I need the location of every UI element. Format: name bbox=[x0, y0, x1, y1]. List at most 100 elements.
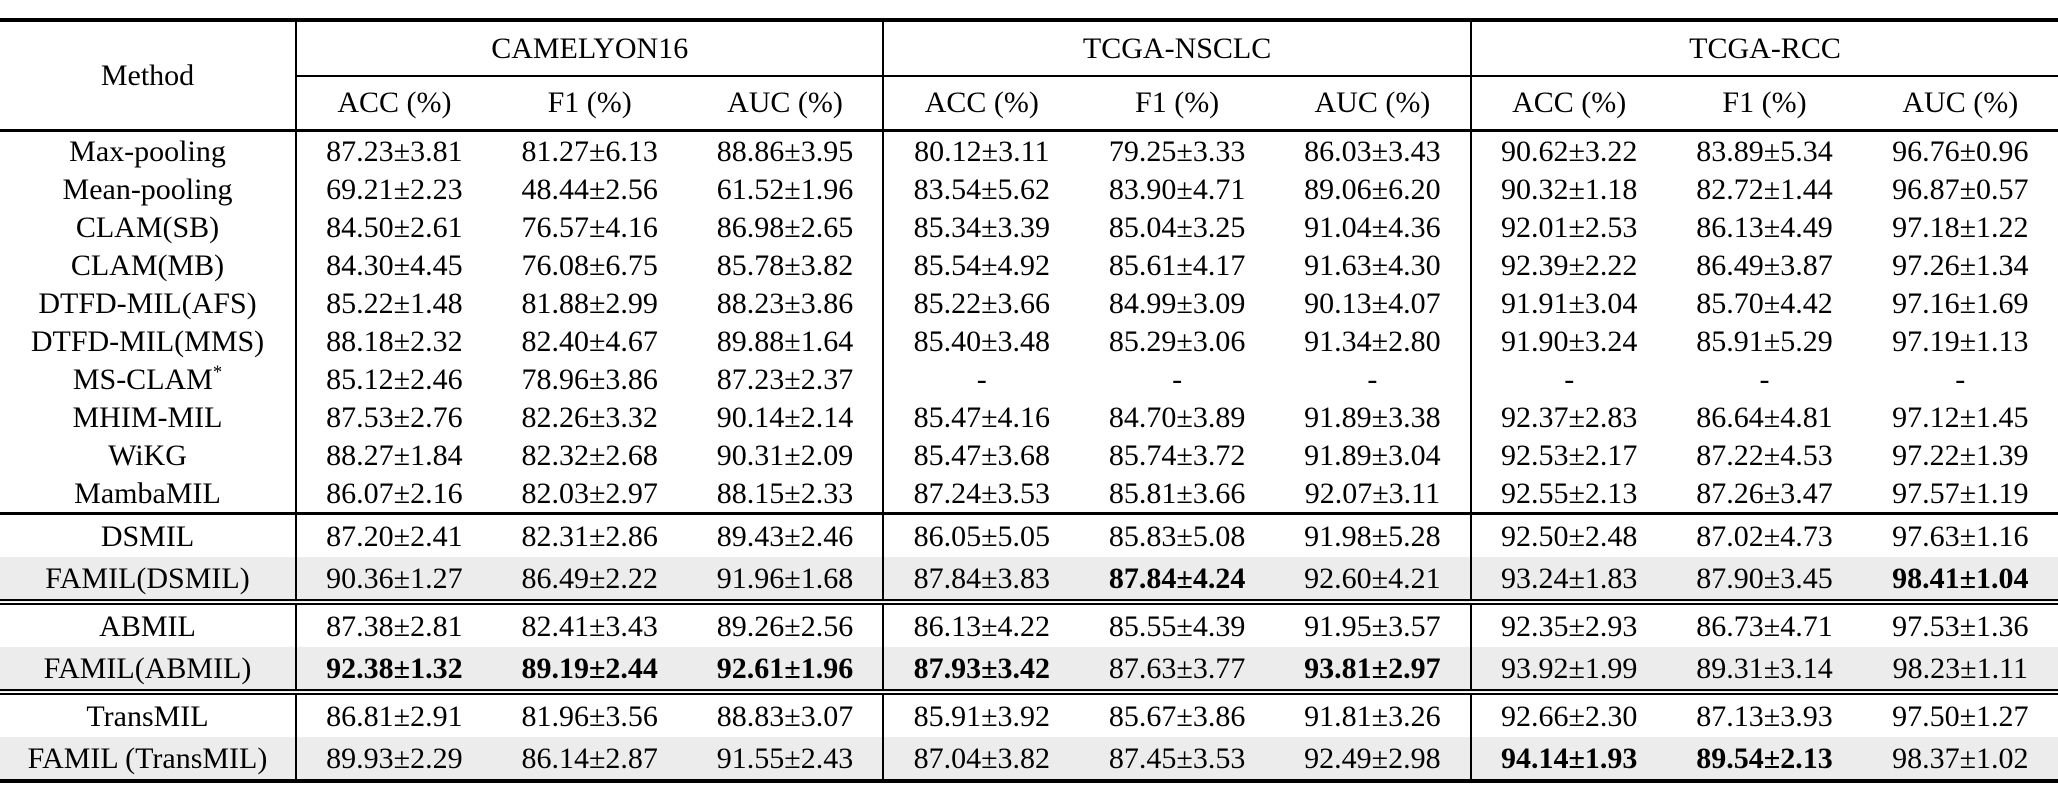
value-cell: 92.39±2.22 bbox=[1500, 248, 1638, 282]
method-name: MambaMIL bbox=[0, 474, 297, 514]
value-cell: 69.21±2.23 bbox=[326, 172, 463, 206]
table-row: FAMIL(ABMIL) 92.38±1.32 89.19±2.44 92.61±1.… bbox=[0, 647, 2058, 692]
method-name: WiKG bbox=[0, 436, 297, 474]
value-cell: 84.30±4.45 bbox=[326, 248, 463, 282]
value-cell: 87.13±3.93 bbox=[1666, 689, 1863, 737]
col-header-auc: AUC (%) bbox=[1275, 76, 1472, 132]
value-cell: 86.73±4.71 bbox=[1666, 599, 1863, 647]
value-cell: 85.22±3.66 bbox=[913, 286, 1051, 320]
value-cell: 85.04±3.25 bbox=[1108, 210, 1246, 244]
value-cell: 89.43±2.46 bbox=[687, 512, 885, 557]
value-cell: 85.34±3.39 bbox=[913, 210, 1051, 244]
value-cell: 92.50±2.48 bbox=[1470, 512, 1667, 557]
value-cell: 90.13±4.07 bbox=[1275, 284, 1472, 322]
value-cell: 97.53±1.36 bbox=[1862, 599, 2058, 647]
value-cell: 98.41±1.04 bbox=[1862, 557, 2058, 602]
value-cell: 86.07±2.16 bbox=[326, 476, 463, 510]
method-name: FAMIL(DSMIL) bbox=[0, 557, 297, 602]
value-cell: 88.23±3.86 bbox=[687, 284, 885, 322]
value-cell: 87.84±4.24 bbox=[1079, 557, 1275, 602]
value-cell: 98.23±1.11 bbox=[1862, 647, 2058, 692]
col-header-acc: ACC (%) bbox=[1470, 76, 1667, 132]
value-cell: 91.98±5.28 bbox=[1275, 512, 1472, 557]
value-cell: 86.14±2.87 bbox=[491, 737, 688, 781]
value-cell: 76.08±6.75 bbox=[521, 248, 658, 282]
value-cell: 76.57±4.16 bbox=[521, 210, 658, 244]
value-cell: 91.91±3.04 bbox=[1500, 286, 1638, 320]
value-cell: 87.23±2.37 bbox=[687, 360, 885, 398]
method-name: MHIM-MIL bbox=[0, 398, 297, 436]
value-cell: 89.26±2.56 bbox=[687, 599, 885, 647]
results-table: Method CAMELYON16 TCGA-NSCLC TCGA-RCC AC… bbox=[0, 18, 2058, 783]
value-cell: 79.25±3.33 bbox=[1108, 134, 1246, 168]
value-cell: 81.27±6.13 bbox=[521, 134, 658, 168]
method-name: CLAM(MB) bbox=[0, 246, 297, 284]
value-cell: 84.50±2.61 bbox=[326, 210, 463, 244]
value-cell: 87.02±4.73 bbox=[1666, 512, 1863, 557]
value-cell: 89.88±1.64 bbox=[687, 322, 885, 360]
value-cell: 84.70±3.89 bbox=[1108, 400, 1246, 434]
value-cell: 85.47±3.68 bbox=[913, 438, 1051, 472]
value-cell: 86.13±4.49 bbox=[1696, 210, 1833, 244]
col-header-f1: F1 (%) bbox=[1079, 76, 1275, 132]
value-cell: 91.90±3.24 bbox=[1500, 324, 1638, 358]
method-name: DTFD-MIL(MMS) bbox=[0, 322, 297, 360]
value-cell: 81.88±2.99 bbox=[521, 286, 658, 320]
method-name: DTFD-MIL(AFS) bbox=[0, 284, 297, 322]
method-name: DSMIL bbox=[0, 512, 297, 557]
value-cell: 85.12±2.46 bbox=[326, 362, 463, 396]
value-cell: 91.04±4.36 bbox=[1275, 208, 1472, 246]
value-cell: 97.16±1.69 bbox=[1892, 286, 2029, 320]
value-cell: 82.40±4.67 bbox=[521, 324, 658, 358]
value-cell: 89.93±2.29 bbox=[296, 737, 492, 781]
value-cell: 89.06±6.20 bbox=[1275, 170, 1472, 208]
value-cell: 87.23±3.81 bbox=[326, 134, 463, 168]
col-header-auc: AUC (%) bbox=[687, 76, 885, 132]
table-row: DTFD-MIL(MMS) 88.18±2.32 82.40±4.67 89.88±1… bbox=[0, 322, 2058, 360]
value-cell: - bbox=[1759, 362, 1770, 396]
method-name: Mean-pooling bbox=[0, 170, 297, 208]
value-cell: 86.49±2.22 bbox=[491, 557, 688, 602]
value-cell: - bbox=[1172, 362, 1183, 396]
value-cell: 85.29±3.06 bbox=[1108, 324, 1246, 358]
value-cell: 90.14±2.14 bbox=[687, 398, 885, 436]
value-cell: 93.24±1.83 bbox=[1470, 557, 1667, 602]
value-cell: 93.92±1.99 bbox=[1470, 647, 1667, 692]
value-cell: 97.19±1.13 bbox=[1892, 324, 2029, 358]
table-row: TransMIL 86.81±2.91 81.96±3.56 88.83±3.07 85… bbox=[0, 689, 2058, 737]
value-cell: - bbox=[1955, 362, 1966, 396]
value-cell: 78.96±3.86 bbox=[521, 362, 658, 396]
value-cell: 83.89±5.34 bbox=[1696, 134, 1833, 168]
value-cell: 84.99±3.09 bbox=[1108, 286, 1246, 320]
table-row: MambaMIL 86.07±2.16 82.03±2.97 88.15±2.33 87… bbox=[0, 474, 2058, 514]
value-cell: 92.38±1.32 bbox=[296, 647, 492, 692]
value-cell: 86.49±3.87 bbox=[1696, 248, 1833, 282]
value-cell: 82.32±2.68 bbox=[521, 438, 658, 472]
value-cell: 92.66±2.30 bbox=[1470, 689, 1667, 737]
value-cell: 92.61±1.96 bbox=[687, 647, 885, 692]
value-cell: 87.04±3.82 bbox=[883, 737, 1080, 781]
value-cell: 97.57±1.19 bbox=[1892, 476, 2029, 510]
value-cell: 89.19±2.44 bbox=[491, 647, 688, 692]
value-cell: 94.14±1.93 bbox=[1470, 737, 1667, 781]
value-cell: 87.63±3.77 bbox=[1079, 647, 1275, 692]
value-cell: 91.89±3.04 bbox=[1275, 436, 1472, 474]
value-cell: 91.81±3.26 bbox=[1275, 689, 1472, 737]
value-cell: 93.81±2.97 bbox=[1275, 647, 1472, 692]
value-cell: 83.90±4.71 bbox=[1108, 172, 1246, 206]
table-row: DTFD-MIL(AFS) 85.22±1.48 81.88±2.99 88.23±3… bbox=[0, 284, 2058, 322]
header-group-row: Method CAMELYON16 TCGA-NSCLC TCGA-RCC bbox=[0, 20, 2058, 132]
table-row: MS-CLAM* 85.12±2.46 78.96±3.86 87.23±2.37 - -… bbox=[0, 360, 2058, 398]
method-name: FAMIL (TransMIL) bbox=[0, 737, 297, 781]
value-cell: 96.87±0.57 bbox=[1892, 172, 2029, 206]
table-row: CLAM(SB) 84.50±2.61 76.57±4.16 86.98±2.65 85… bbox=[0, 208, 2058, 246]
method-column-header: Method bbox=[0, 20, 297, 132]
value-cell: 61.52±1.96 bbox=[687, 170, 885, 208]
value-cell: 82.41±3.43 bbox=[491, 599, 688, 647]
value-cell: 82.26±3.32 bbox=[521, 400, 658, 434]
method-name: ABMIL bbox=[0, 599, 297, 647]
value-cell: 92.49±2.98 bbox=[1275, 737, 1472, 781]
value-cell: 85.74±3.72 bbox=[1108, 438, 1246, 472]
value-cell: 92.01±2.53 bbox=[1500, 210, 1638, 244]
